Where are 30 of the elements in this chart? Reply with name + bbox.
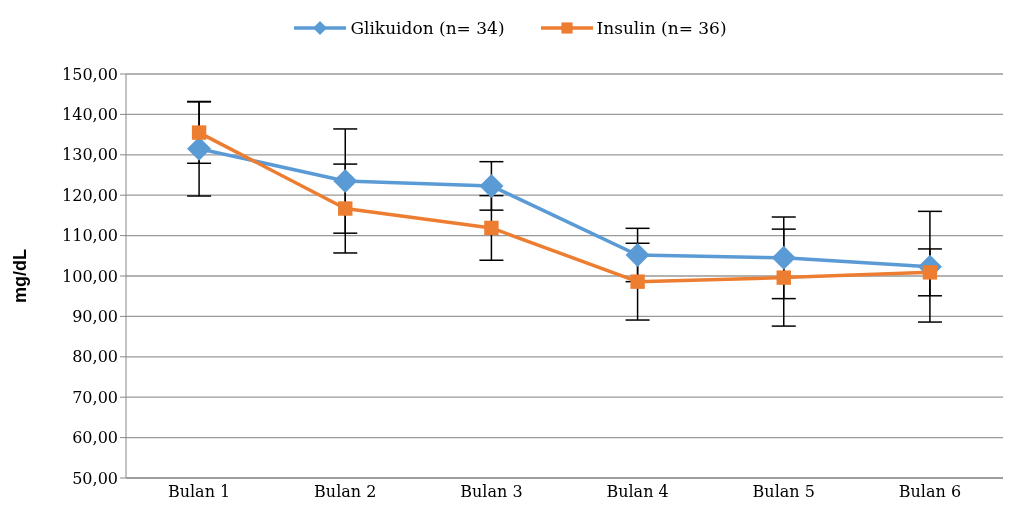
- y-tick-label: 60,00: [72, 428, 118, 448]
- y-tick-label: 90,00: [72, 307, 118, 327]
- x-tick-label: Bulan 2: [314, 482, 377, 502]
- y-tick-label: 150,00: [62, 64, 118, 84]
- point: [630, 274, 645, 289]
- x-tick-label: Bulan 6: [898, 482, 962, 502]
- point: [338, 201, 353, 216]
- point: [484, 220, 499, 236]
- y-tick-label: 110,00: [62, 226, 118, 246]
- y-tick-label: 70,00: [72, 387, 118, 407]
- x-tick-label: Bulan 4: [606, 482, 669, 502]
- y-axis-title: mg/dL: [10, 249, 31, 303]
- point: [625, 242, 650, 267]
- point: [479, 173, 504, 198]
- y-tick-label: 130,00: [62, 145, 118, 165]
- legend-label: Insulin (n= 36): [596, 18, 727, 38]
- legend-label: Glikuidon (n= 34): [350, 18, 505, 38]
- point: [333, 169, 358, 194]
- x-tick-label: Bulan 3: [460, 482, 523, 502]
- point: [191, 125, 207, 140]
- point: [771, 245, 796, 270]
- point: [922, 265, 938, 280]
- y-tick-label: 120,00: [62, 185, 118, 205]
- y-tick-label: 100,00: [62, 266, 118, 286]
- point: [776, 270, 791, 285]
- y-tick-label: 80,00: [72, 347, 118, 367]
- y-tick-label: 50,00: [72, 468, 118, 488]
- y-tick-label: 140,00: [62, 105, 118, 125]
- x-tick-label: Bulan 1: [167, 482, 231, 502]
- x-tick-label: Bulan 5: [752, 482, 815, 502]
